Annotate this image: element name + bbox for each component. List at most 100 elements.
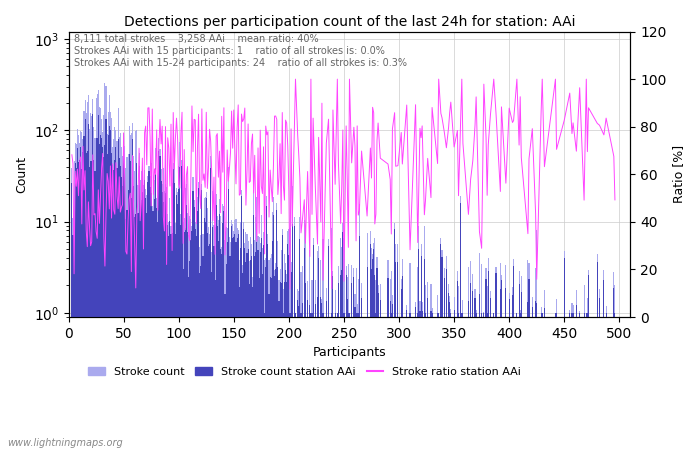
Bar: [446, 269, 447, 450]
Bar: [74, 229, 75, 450]
Bar: [102, 132, 104, 450]
Bar: [270, 257, 271, 450]
Bar: [251, 244, 252, 450]
Bar: [298, 306, 300, 450]
Bar: [251, 256, 252, 450]
Bar: [419, 310, 421, 450]
Bar: [263, 245, 264, 450]
Bar: [377, 293, 379, 450]
Bar: [167, 214, 168, 450]
Bar: [417, 313, 419, 450]
Bar: [234, 234, 235, 450]
Bar: [190, 240, 191, 450]
Bar: [460, 196, 461, 450]
Bar: [304, 283, 306, 450]
Bar: [284, 254, 285, 450]
Bar: [150, 193, 152, 450]
Bar: [512, 295, 513, 450]
Bar: [586, 313, 587, 450]
Bar: [139, 180, 141, 450]
Bar: [265, 258, 266, 450]
Bar: [112, 148, 113, 450]
Bar: [175, 223, 176, 450]
Bar: [317, 251, 318, 450]
Bar: [406, 310, 407, 450]
Bar: [374, 275, 375, 450]
Bar: [163, 167, 164, 450]
Bar: [77, 148, 78, 450]
Bar: [116, 167, 118, 450]
Bar: [569, 310, 570, 450]
Bar: [269, 260, 270, 450]
Bar: [338, 283, 339, 450]
Bar: [348, 313, 349, 450]
Bar: [127, 154, 129, 450]
Bar: [248, 284, 250, 450]
Bar: [342, 232, 344, 450]
Bar: [175, 234, 176, 450]
Bar: [318, 247, 319, 450]
Bar: [501, 275, 502, 450]
Bar: [231, 226, 232, 450]
Bar: [87, 151, 88, 450]
Bar: [92, 114, 93, 450]
Bar: [242, 273, 243, 450]
Bar: [122, 185, 123, 450]
Bar: [424, 259, 425, 450]
Bar: [394, 223, 395, 450]
Bar: [96, 138, 97, 450]
Bar: [488, 258, 489, 450]
Bar: [307, 281, 308, 450]
Bar: [141, 171, 142, 450]
Text: 8,111 total strokes    3,258 AAi    mean ratio: 40%
Strokes AAi with 15 particip: 8,111 total strokes 3,258 AAi mean ratio…: [74, 34, 407, 68]
Bar: [136, 130, 137, 450]
Bar: [285, 263, 286, 450]
Bar: [281, 229, 283, 450]
Bar: [481, 264, 482, 450]
Bar: [89, 129, 90, 450]
Bar: [153, 211, 154, 450]
Bar: [100, 135, 101, 450]
Bar: [110, 112, 111, 450]
Bar: [300, 313, 302, 450]
Legend: Stroke count, Stroke count station AAi, Stroke ratio station AAi: Stroke count, Stroke count station AAi, …: [83, 363, 526, 382]
Bar: [438, 313, 439, 450]
Bar: [119, 137, 120, 450]
Bar: [391, 313, 392, 450]
Bar: [212, 227, 214, 450]
Bar: [415, 302, 416, 450]
Bar: [461, 313, 463, 450]
Bar: [335, 313, 336, 450]
Bar: [313, 245, 314, 450]
Bar: [300, 272, 302, 450]
Bar: [148, 171, 150, 450]
Bar: [556, 299, 557, 450]
Bar: [431, 308, 433, 450]
Bar: [351, 283, 352, 450]
Bar: [211, 252, 212, 450]
Text: www.lightningmaps.org: www.lightningmaps.org: [7, 437, 122, 447]
Bar: [454, 310, 455, 450]
Bar: [246, 234, 248, 450]
Bar: [317, 297, 318, 450]
Bar: [80, 131, 81, 450]
Bar: [283, 289, 284, 450]
Bar: [532, 297, 533, 450]
Bar: [233, 231, 235, 450]
Bar: [457, 281, 458, 450]
Bar: [172, 183, 173, 450]
Bar: [144, 180, 145, 450]
Bar: [133, 186, 134, 450]
Bar: [483, 312, 484, 450]
Bar: [437, 313, 438, 450]
Bar: [227, 228, 228, 450]
Bar: [263, 232, 264, 450]
Bar: [130, 161, 131, 450]
Bar: [475, 310, 477, 450]
Bar: [174, 164, 175, 450]
Bar: [74, 161, 75, 450]
Bar: [264, 260, 265, 450]
Bar: [555, 313, 556, 450]
Bar: [231, 220, 232, 450]
Bar: [307, 301, 308, 450]
